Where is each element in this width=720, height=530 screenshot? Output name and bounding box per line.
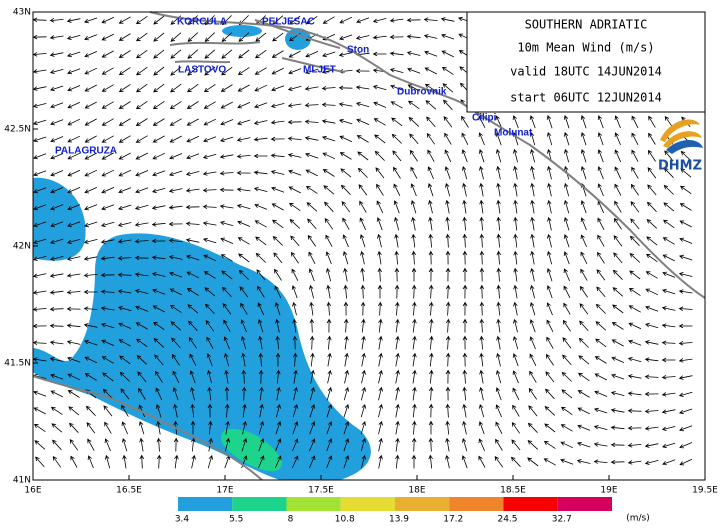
title-box xyxy=(466,11,706,113)
place-label: MLJET xyxy=(303,65,336,76)
wind-arrow-field xyxy=(32,15,693,469)
shade-region xyxy=(221,429,283,472)
x-tick-label: 19E xyxy=(600,486,617,496)
shade-region xyxy=(33,233,371,480)
x-tick-label: 16E xyxy=(24,486,41,496)
x-tick-label: 16.5E xyxy=(116,486,142,496)
y-tick-label: 41N xyxy=(13,476,31,486)
colorbar-label: 17.2 xyxy=(443,515,463,525)
title-line: start 06UTC 12JUN2014 xyxy=(510,91,662,105)
place-label: KORCULA xyxy=(177,17,227,28)
colorbar-label: 5.5 xyxy=(229,515,243,525)
colorbar-label: 3.4 xyxy=(175,515,190,525)
colorbar: 3.4 5.5 8 10.8 13.9 17.2 24.5 32.7 xyxy=(175,497,612,525)
place-label: Cilipi xyxy=(472,113,497,124)
colorbar-box xyxy=(340,497,395,511)
logo: DHMZ xyxy=(658,119,703,174)
colorbar-label: 24.5 xyxy=(497,515,517,525)
colorbar-label: 10.8 xyxy=(335,515,355,525)
place-label: PELJESAC xyxy=(262,17,315,28)
colorbar-box xyxy=(557,497,612,511)
island xyxy=(281,57,346,73)
colorbar-unit: (m/s) xyxy=(626,514,650,524)
place-label: Dubrovnik xyxy=(397,87,447,98)
logo-swirl xyxy=(660,119,702,148)
place-labels: KORCULA PELJESAC Ston LASTOVO MLJET Dubrovnik… xyxy=(55,17,533,157)
title-line: 10m Mean Wind (m/s) xyxy=(517,41,654,55)
axes: 16E 16.5E 17E 17.5E 18E 18.5E 19E 19.5E 41N 41.5N… xyxy=(4,8,718,496)
colorbar-box xyxy=(503,497,558,511)
place-label: Ston xyxy=(347,45,369,56)
x-tick-label: 18.5E xyxy=(500,486,526,496)
colorbar-label: 32.7 xyxy=(552,515,572,525)
colorbar-box xyxy=(178,497,233,511)
title-line: SOUTHERN ADRIATIC xyxy=(525,18,648,32)
x-tick-label: 17E xyxy=(216,486,233,496)
y-tick-label: 42.5N xyxy=(4,125,31,135)
island xyxy=(169,41,261,46)
y-tick-label: 43N xyxy=(13,8,31,18)
coastlines xyxy=(32,11,706,481)
x-tick-label: 17.5E xyxy=(308,486,334,496)
colorbar-box xyxy=(395,497,450,511)
coastline xyxy=(32,375,263,481)
coastline xyxy=(149,11,706,299)
colorbar-label: 13.9 xyxy=(389,515,409,525)
wind-arrows xyxy=(32,15,693,469)
island xyxy=(174,60,231,64)
logo-text: DHMZ xyxy=(658,159,702,174)
shade-region xyxy=(222,25,262,37)
colorbar-box xyxy=(286,497,341,511)
island xyxy=(254,19,341,49)
shade-region xyxy=(33,177,86,261)
place-label: Molunat xyxy=(494,128,533,139)
colorbar-label: 8 xyxy=(288,515,294,525)
title-line: valid 18UTC 14JUN2014 xyxy=(510,65,662,79)
y-tick-label: 42N xyxy=(13,242,31,252)
place-label: LASTOVO xyxy=(178,65,226,76)
logo-swirl xyxy=(666,140,703,154)
wind-shading xyxy=(33,25,371,480)
colorbar-box xyxy=(449,497,504,511)
x-tick-label: 18E xyxy=(408,486,425,496)
place-label: PALAGRUZA xyxy=(55,146,117,157)
title-lines: SOUTHERN ADRIATIC 10m Mean Wind (m/s) vali… xyxy=(510,18,662,105)
y-tick-label: 41.5N xyxy=(4,359,31,369)
colorbar-box xyxy=(232,497,287,511)
x-tick-label: 19.5E xyxy=(692,486,718,496)
